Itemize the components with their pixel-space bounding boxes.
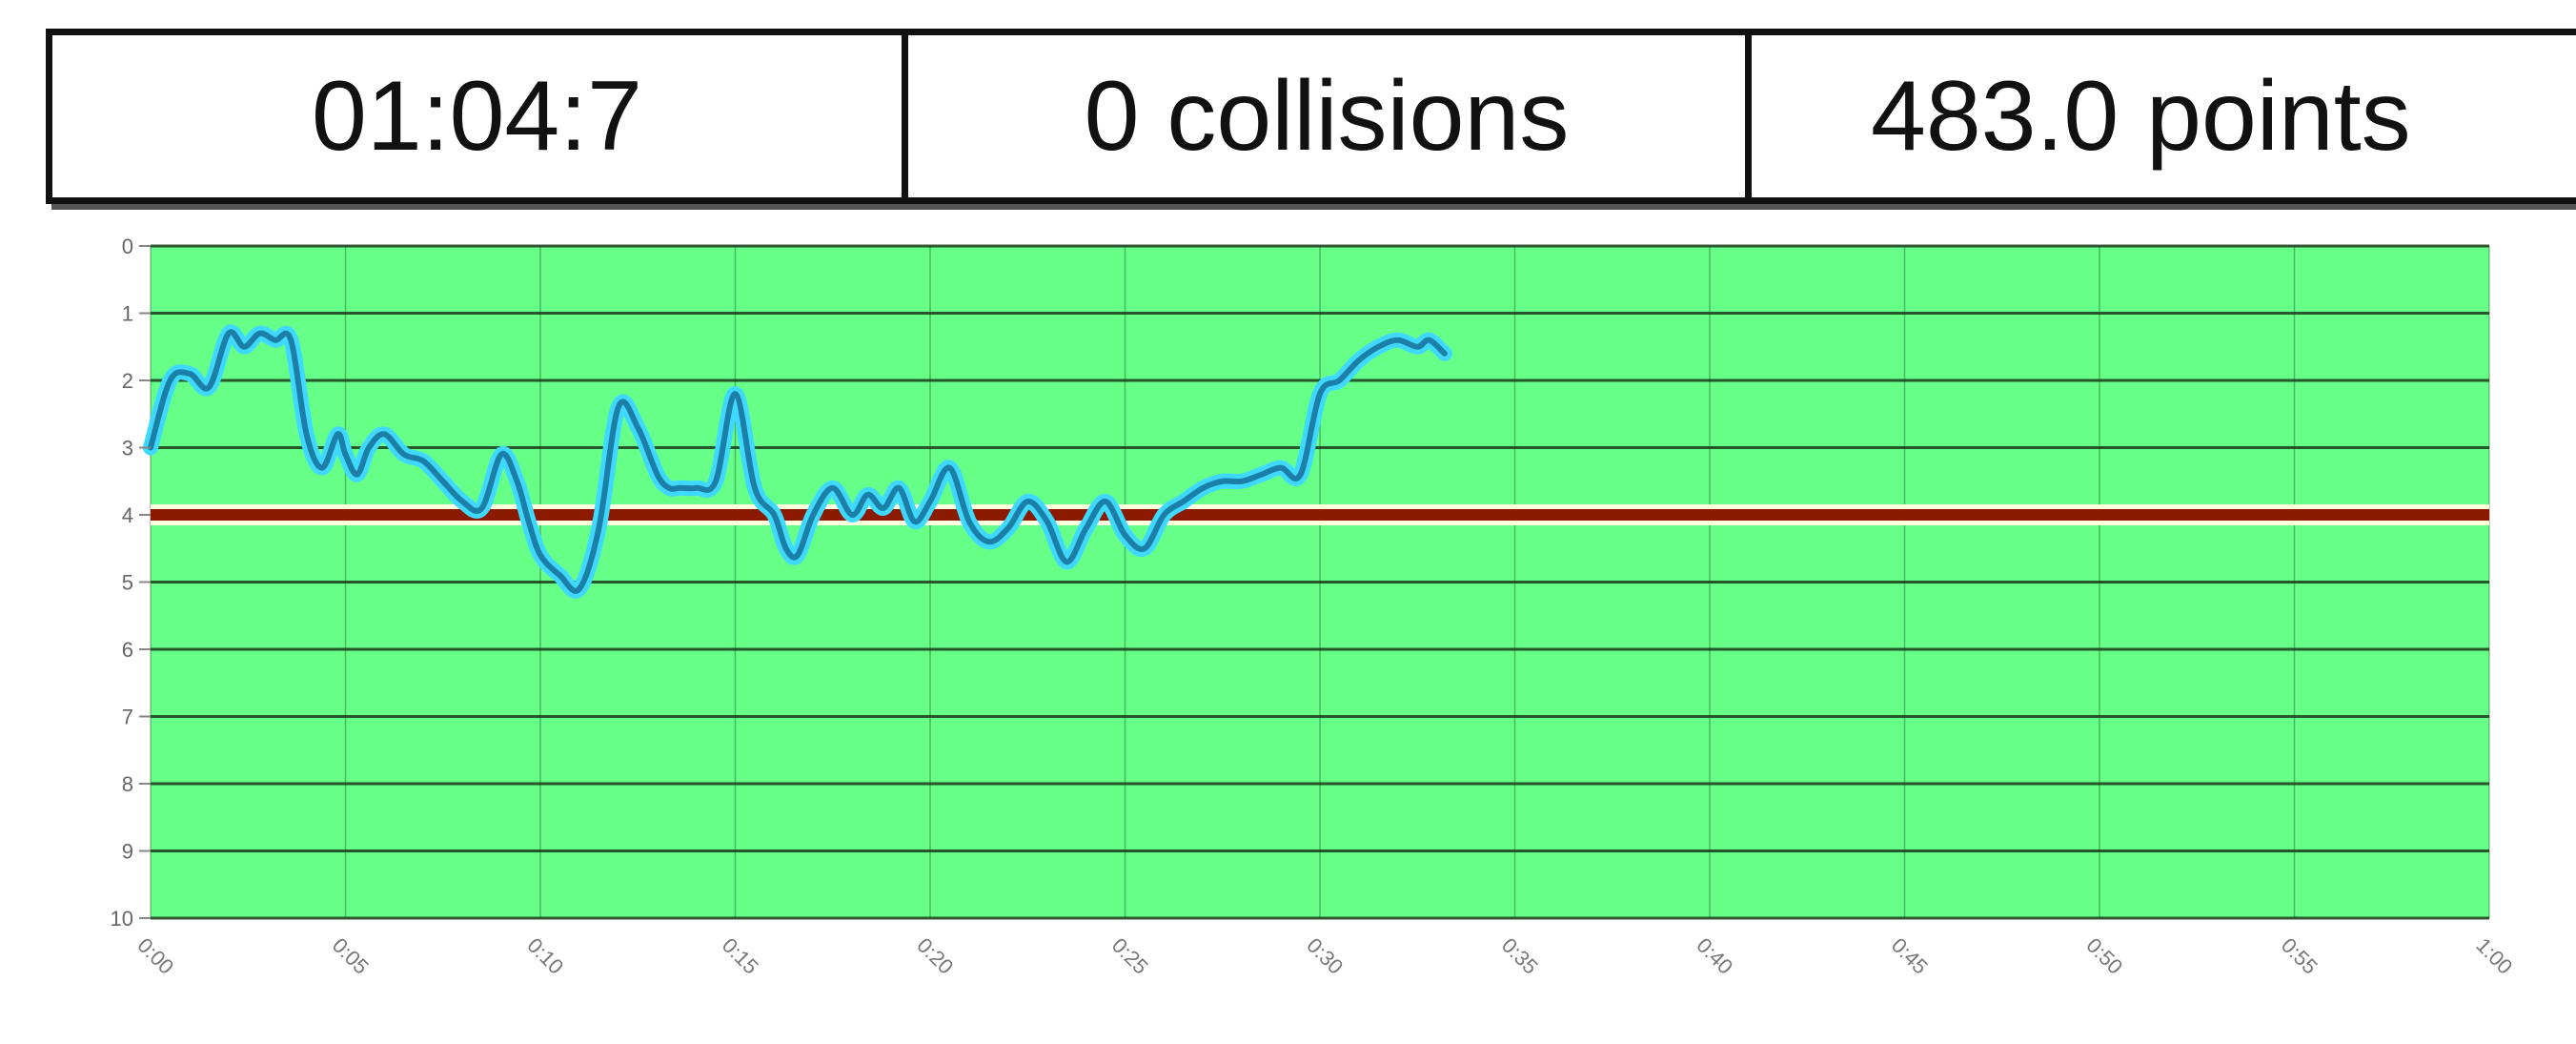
y-tick-label: 3 xyxy=(122,437,133,461)
x-tick-label: 0:20 xyxy=(912,933,958,979)
x-tick-label: 0:15 xyxy=(718,933,763,979)
timer-display: 01:04:7 xyxy=(46,29,908,204)
x-tick-label: 0:10 xyxy=(522,933,568,979)
y-tick-label: 5 xyxy=(122,571,133,595)
x-tick-label: 0:05 xyxy=(328,933,374,979)
series-line xyxy=(148,329,1448,594)
x-tick-label: 0:55 xyxy=(2277,933,2322,979)
collisions-display: 0 collisions xyxy=(902,29,1752,204)
y-axis: 0 1 2 3 4 5 6 7 8 9 10 xyxy=(111,235,151,931)
x-tick-label: 1:00 xyxy=(2471,933,2517,979)
x-tick-label: 0:30 xyxy=(1302,933,1348,979)
y-tick-label: 8 xyxy=(122,772,133,796)
points-display: 483.0 points xyxy=(1745,29,2576,204)
y-tick-label: 10 xyxy=(111,907,133,931)
y-tick-label: 9 xyxy=(122,840,133,864)
y-tick-label: 7 xyxy=(122,706,133,729)
y-tick-label: 2 xyxy=(122,369,133,393)
y-tick-label: 4 xyxy=(122,503,133,527)
x-tick-label: 0:35 xyxy=(1497,933,1543,979)
x-tick-label: 0:50 xyxy=(2081,933,2127,979)
y-tick-label: 1 xyxy=(122,302,133,326)
x-tick-label: 0:00 xyxy=(132,933,178,979)
x-tick-label: 0:25 xyxy=(1107,933,1153,979)
x-axis: 0:00 0:05 0:10 0:15 0:20 0:25 0:30 0:35 0:40 0:45… xyxy=(132,933,2517,979)
status-bar: 01:04:7 0 collisions 483.0 points xyxy=(46,29,2576,204)
x-tick-label: 0:40 xyxy=(1692,933,1737,979)
y-tick-label: 0 xyxy=(122,235,133,258)
x-tick-label: 0:45 xyxy=(1887,933,1933,979)
y-tick-label: 6 xyxy=(122,638,133,662)
plot-area xyxy=(143,244,2490,920)
